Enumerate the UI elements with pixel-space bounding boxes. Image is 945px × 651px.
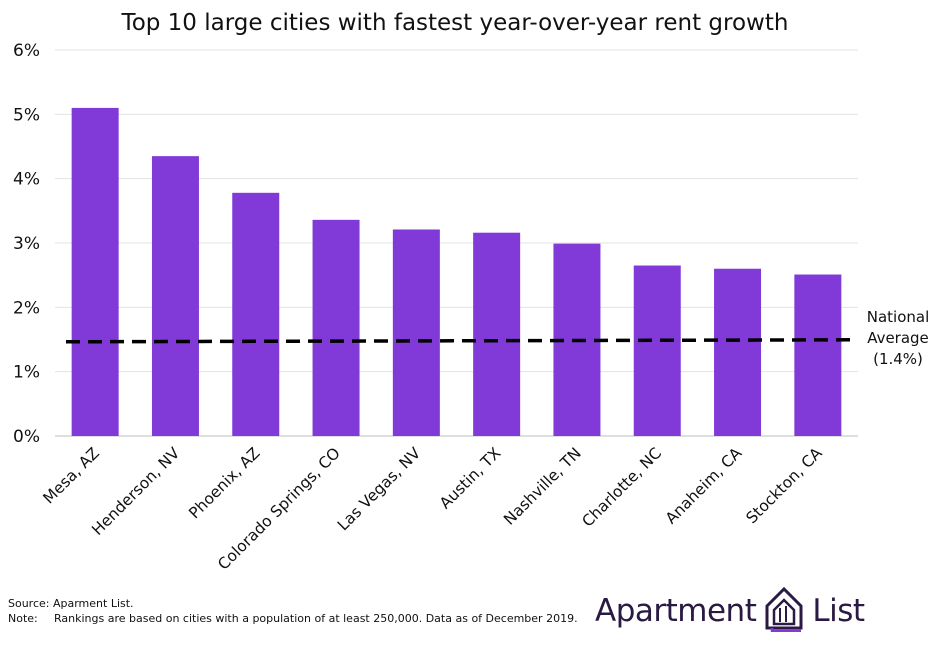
y-tick-label: 0% <box>13 427 40 447</box>
x-tick-label: Austin, TX <box>436 444 505 513</box>
y-tick-label: 3% <box>13 234 40 254</box>
bar <box>473 232 521 436</box>
apartment-list-logo-icon <box>764 586 804 636</box>
y-tick-label: 6% <box>13 41 40 61</box>
note-line: Note: Rankings are based on cities with a… <box>8 612 578 625</box>
y-tick-label: 2% <box>13 298 40 318</box>
bar <box>151 156 199 436</box>
bar <box>714 268 762 436</box>
national-average-reference: National Average (1.4%) <box>65 308 930 368</box>
x-tick-label: Henderson, NV <box>88 444 183 539</box>
note-prefix: Note: <box>8 612 38 625</box>
bar <box>232 192 280 436</box>
brand-word-list: List <box>812 593 865 629</box>
x-tick-label: Nashville, TN <box>500 444 585 529</box>
chart-title: Top 10 large cities with fastest year-ov… <box>121 10 789 36</box>
y-tick-label: 1% <box>13 363 40 383</box>
y-axis-ticks: 0% 1% 2% 3% 4% 5% 6% <box>13 41 40 447</box>
x-tick-label: Anaheim, CA <box>662 444 746 528</box>
y-tick-label: 4% <box>13 170 40 190</box>
x-tick-label: Mesa, AZ <box>40 444 103 507</box>
national-average-label: (1.4%) <box>873 350 923 368</box>
source-note: Source: Aparment List. <box>8 597 134 610</box>
national-average-line <box>65 338 859 344</box>
x-tick-label: Phoenix, AZ <box>185 444 263 522</box>
x-tick-label: Charlotte, NC <box>579 444 665 530</box>
national-average-label: National <box>867 308 930 326</box>
bar <box>392 229 440 436</box>
brand-word-apartment: Apartment <box>595 593 757 629</box>
x-tick-label: Las Vegas, NV <box>334 444 424 534</box>
national-average-label: Average <box>867 329 929 347</box>
bar <box>633 265 681 436</box>
note-text: Rankings are based on cities with a popu… <box>54 612 578 625</box>
apartment-list-logo: Apartment List <box>595 586 865 636</box>
bar <box>794 274 842 436</box>
bar <box>312 219 360 436</box>
x-tick-label: Stockton, CA <box>743 444 826 527</box>
bar <box>71 107 119 437</box>
y-tick-label: 5% <box>13 105 40 125</box>
bars <box>71 107 842 437</box>
